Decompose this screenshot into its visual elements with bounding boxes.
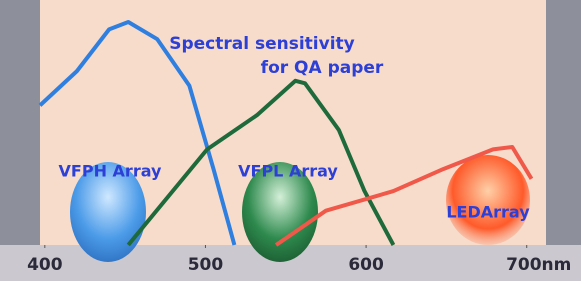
x-tick-label: 700nm bbox=[506, 255, 571, 275]
annotation: VFPH Array bbox=[59, 162, 162, 181]
annotation: Spectral sensitivity bbox=[169, 34, 355, 54]
led-glow bbox=[446, 155, 530, 245]
annotation: for QA paper bbox=[261, 58, 384, 78]
annotation: VFPL Array bbox=[238, 162, 338, 181]
annotation: LEDArray bbox=[446, 203, 530, 222]
x-tick-label: 400 bbox=[27, 255, 63, 275]
chart: Spectral sensitivity for QA paper VFPH A… bbox=[0, 0, 581, 281]
x-tick-label: 500 bbox=[188, 255, 224, 275]
x-tick-label: 600 bbox=[348, 255, 384, 275]
